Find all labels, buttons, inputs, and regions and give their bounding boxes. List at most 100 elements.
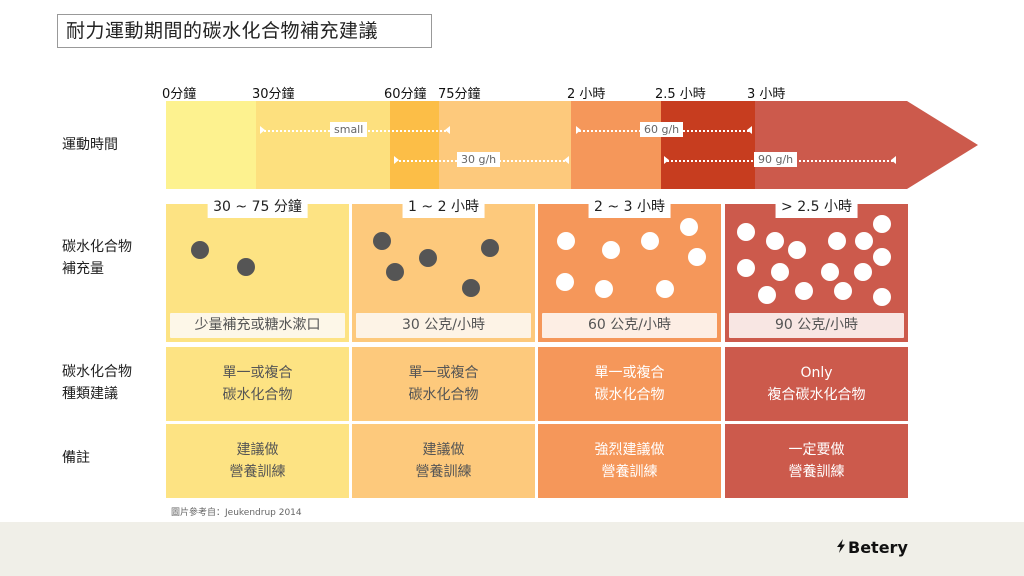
dot-icon [855,232,873,250]
note-line1: 強烈建議做 [594,442,665,458]
timeline-segment-3h-plus [755,101,907,189]
footer-bar [0,522,1024,576]
column-title: 30 ~ 75 分鐘 [207,196,308,218]
timeline-arrow: small 30 g/h 60 g/h 90 g/h [166,101,978,189]
dot-icon [834,282,852,300]
dot-icon [873,215,891,233]
tick-2h: 2 小時 [567,87,606,102]
page-title: 耐力運動期間的碳水化合物補充建議 [57,14,432,48]
range-60gh: 60 g/h [576,122,752,137]
amount-box-2-3h: 2 ~ 3 小時 60 公克/小時 [538,196,721,342]
amount-box-1-2h: 1 ~ 2 小時 30 公克/小時 [352,196,535,342]
lightning-bolt-icon [836,538,846,557]
dot-icon [462,279,480,297]
tick-30min: 30分鐘 [252,87,295,102]
row-label-type: 碳水化合物 種類建議 [62,361,132,405]
timeline-segment-60-75min [390,101,439,189]
dot-icon [737,223,755,241]
row-label-type-line2: 種類建議 [62,386,118,402]
amount-box-30-75min: 30 ~ 75 分鐘 少量補充或糖水漱口 [166,196,349,342]
column-title: 2 ~ 3 小時 [588,196,671,218]
note-line2: 營養訓練 [788,464,845,480]
tick-75min: 75分鐘 [438,87,481,102]
timeline-segment-0-30min [166,101,256,189]
note-line2: 營養訓練 [229,464,286,480]
dot-icon [641,232,659,250]
dot-icon [828,232,846,250]
type-line1: 單一或複合 [408,365,479,381]
type-line1: 單一或複合 [222,365,293,381]
range-label-small: small [330,122,368,137]
dot-icon [737,259,755,277]
row-label-amount-line2: 補充量 [62,261,104,277]
timeline-segment-2-5-3h [661,101,755,189]
type-cell-2-3h: 單一或複合 碳水化合物 [538,347,721,421]
note-cell-2-3h: 強烈建議做 營養訓練 [538,424,721,498]
timeline-segment-75min-2h [439,101,571,189]
dot-icon [688,248,706,266]
range-end-cap-icon [747,126,752,134]
range-end-cap-icon [445,126,450,134]
note-line1: 建議做 [422,442,465,458]
note-cell-over-2-5h: 一定要做 營養訓練 [725,424,908,498]
dot-icon [766,232,784,250]
row-label-time: 運動時間 [62,137,118,153]
range-label-90gh: 90 g/h [754,152,798,167]
dot-icon [656,280,674,298]
range-30gh: 30 g/h [394,152,569,167]
range-start-cap-icon [576,126,581,134]
row-label-type-line1: 碳水化合物 [62,364,132,380]
dot-icon [680,218,698,236]
range-start-cap-icon [664,156,669,164]
dot-icon [795,282,813,300]
dot-icon [821,263,839,281]
note-cell-1-2h: 建議做 營養訓練 [352,424,535,498]
range-start-cap-icon [394,156,399,164]
note-line2: 營養訓練 [601,464,658,480]
amount-label: 30 公克/小時 [356,313,531,338]
row-label-note: 備註 [62,450,90,466]
type-line2: 碳水化合物 [408,387,479,403]
type-cell-1-2h: 單一或複合 碳水化合物 [352,347,535,421]
range-90gh: 90 g/h [664,152,896,167]
dot-icon [771,263,789,281]
timeline-segment-30-60min [256,101,390,189]
dot-icon [788,241,806,259]
amount-label: 90 公克/小時 [729,313,904,338]
dot-icon [481,239,499,257]
row-label-amount-line1: 碳水化合物 [62,239,132,255]
dot-icon [556,273,574,291]
range-start-cap-icon [260,126,265,134]
dot-icon [595,280,613,298]
type-line1: 單一或複合 [594,365,665,381]
tick-3h: 3 小時 [747,87,786,102]
dot-icon [758,286,776,304]
arrowhead-icon [907,101,978,189]
brand-logo: Betery [836,538,908,557]
range-small: small [260,122,450,137]
tick-0min: 0分鐘 [162,87,197,102]
range-label-30gh: 30 g/h [457,152,501,167]
dot-icon [237,258,255,276]
column-title: 1 ~ 2 小時 [402,196,485,218]
type-line1: Only [800,365,833,381]
footnote-source: 圖片參考自：Jeukendrup 2014 [171,508,302,518]
brand-name: Betery [848,538,908,557]
range-end-cap-icon [564,156,569,164]
amount-label: 60 公克/小時 [542,313,717,338]
type-line2: 複合碳水化合物 [767,387,866,403]
timeline-segment-2-2-5h [571,101,661,189]
dot-icon [557,232,575,250]
dot-icon [854,263,872,281]
row-label-amount: 碳水化合物 補充量 [62,236,132,280]
dot-icon [873,248,891,266]
dot-icon [191,241,209,259]
type-line2: 碳水化合物 [594,387,665,403]
column-title: > 2.5 小時 [775,196,858,218]
dot-icon [386,263,404,281]
note-line1: 一定要做 [788,442,845,458]
range-end-cap-icon [891,156,896,164]
range-label-60gh: 60 g/h [640,122,684,137]
note-line1: 建議做 [236,442,279,458]
type-cell-30-75min: 單一或複合 碳水化合物 [166,347,349,421]
